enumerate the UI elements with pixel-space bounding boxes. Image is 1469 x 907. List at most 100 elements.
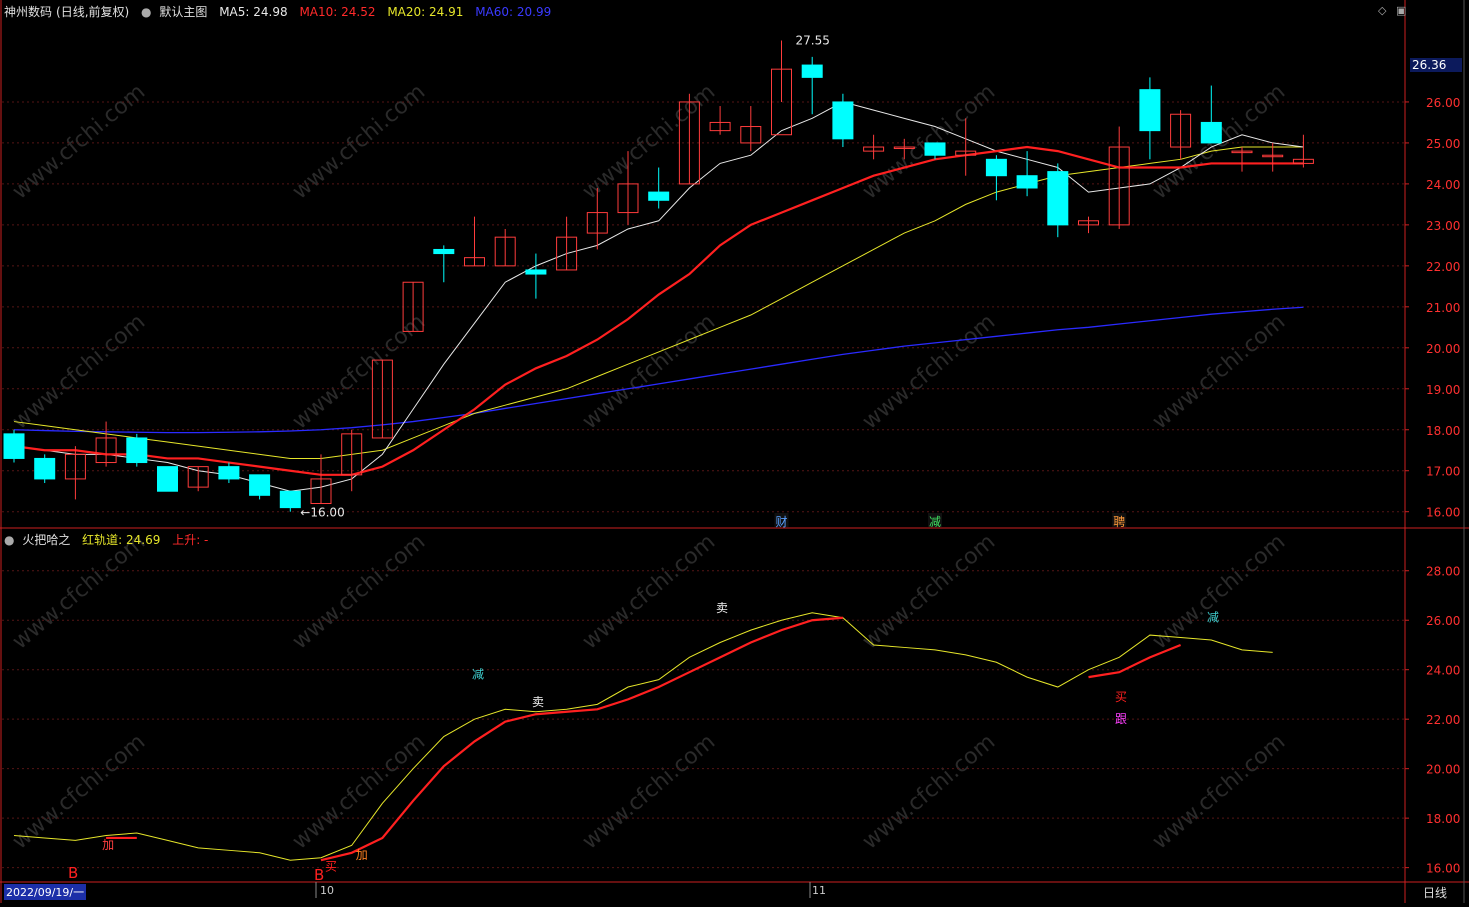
y-tick-label: 22.00 [1426,713,1460,727]
candle-body [34,457,56,480]
event-marker-box [1112,513,1127,527]
candle-body [187,466,209,488]
ma20-label: MA20: 24.91 [387,5,464,19]
watermark-text: www.cfchi.com [858,79,1000,204]
candle-body [832,101,854,140]
watermark-text: www.cfchi.com [858,309,1000,434]
candle-body [1200,121,1222,144]
candle-body [924,142,946,156]
watermark-text: www.cfchi.com [8,309,150,434]
signal-label: 减 [1207,611,1219,625]
signal-label: 减 [472,668,484,682]
y-tick-label: 20.00 [1426,342,1460,356]
event-marker-box [774,513,789,527]
event-marker-box [928,513,942,527]
y-tick-label: 23.00 [1426,219,1460,233]
signal-label: 卖 [716,601,728,615]
candle-body [95,437,117,464]
footer-date: 2022/09/19/一 [4,884,87,900]
watermark-text: www.cfchi.com [578,309,720,434]
candle-body [64,453,86,480]
event-marker: 聘 [1113,515,1125,529]
watermark-text: www.cfchi.com [1148,309,1290,434]
candle-body [1262,154,1284,158]
candle-body [771,68,792,136]
watermark-text: www.cfchi.com [288,79,430,204]
candle-body [433,248,455,255]
candle-body [126,437,148,464]
y-tick-label: 16.00 [1426,862,1460,876]
period-button[interactable]: 日线 [1423,886,1448,900]
candle-body [1139,89,1161,132]
watermark-text: www.cfchi.com [1148,729,1290,854]
candle-body [863,146,885,152]
footer-month-10: 10 [320,884,334,897]
y-tick-label: 25.00 [1426,137,1460,151]
candle-body [556,236,578,271]
red-track-line [1088,643,1182,679]
signal-label: 卖 [532,695,544,709]
signal-label: B [314,866,324,884]
candle-body [586,212,608,234]
candle-body [709,121,731,132]
candle-body [1231,150,1253,154]
candle-body [1047,171,1069,226]
template-dropdown-icon[interactable]: ● [141,5,152,19]
ma10-label: MA10: 24.52 [299,5,376,19]
candle-body [678,101,700,185]
watermark-text: www.cfchi.com [8,79,150,204]
indicator-dropdown-icon[interactable]: ● [4,533,15,547]
ma60-line [13,306,1304,434]
ma5-label: MA5: 24.98 [219,5,288,19]
main-header: 神州数码 (日线,前复权) ● 默认主图 MA5: 24.98 MA10: 24.… [4,3,555,20]
event-marker: 减 [929,515,941,529]
candle-body [955,150,977,156]
signal-label: 买 [325,860,337,874]
candle-body [310,478,332,505]
candle-body [1108,146,1130,226]
signal-label: 加 [102,838,114,852]
y-tick-label: 20.00 [1426,763,1460,777]
indicator-yellow-line [13,612,1273,861]
candle-body [249,474,271,496]
watermark-text: www.cfchi.com [578,729,720,854]
y-tick-label: 16.00 [1426,506,1460,520]
y-tick-label: 17.00 [1426,465,1460,479]
candle-body [157,466,178,492]
ma60-label: MA60: 20.99 [475,5,552,19]
candle-body [525,269,547,275]
candle-body [1292,158,1314,164]
watermark-text: www.cfchi.com [858,529,1000,654]
candle-body [402,281,424,332]
stock-name[interactable]: 神州数码 [4,5,53,19]
candle-body [617,183,639,214]
high-price-marker: 27.55 [796,33,830,47]
indicator-name[interactable]: 火把哈之 [22,533,71,547]
watermark-text: www.cfchi.com [578,79,720,204]
y-tick-label: 28.00 [1426,565,1460,579]
rise-label: 上升: - [172,533,209,547]
signal-label: 加 [356,848,368,862]
footer-month-11: 11 [812,884,826,897]
template-name[interactable]: 默认主图 [159,5,208,19]
watermark-text: www.cfchi.com [288,529,430,654]
window-toggle-icon[interactable]: ▣ [1396,4,1407,17]
candle-body [1170,113,1192,148]
candle-body [801,64,823,78]
watermark-text: www.cfchi.com [578,529,720,654]
diamond-icon[interactable]: ◇ [1378,4,1387,17]
candle-body [494,236,516,267]
watermark-text: www.cfchi.com [1148,529,1290,654]
chart-mode: (日线,前复权) [56,5,130,19]
candle-body [893,146,915,150]
watermark-text: www.cfchi.com [858,729,1000,854]
y-tick-label: 21.00 [1426,301,1460,315]
y-tick-label: 26.00 [1426,96,1460,110]
watermark-text: www.cfchi.com [8,529,150,654]
candle-body [279,490,301,509]
red-track-line [320,616,843,862]
watermark-text: www.cfchi.com [8,729,150,854]
signal-label: B [68,864,78,882]
y-tick-label: 18.00 [1426,424,1460,438]
